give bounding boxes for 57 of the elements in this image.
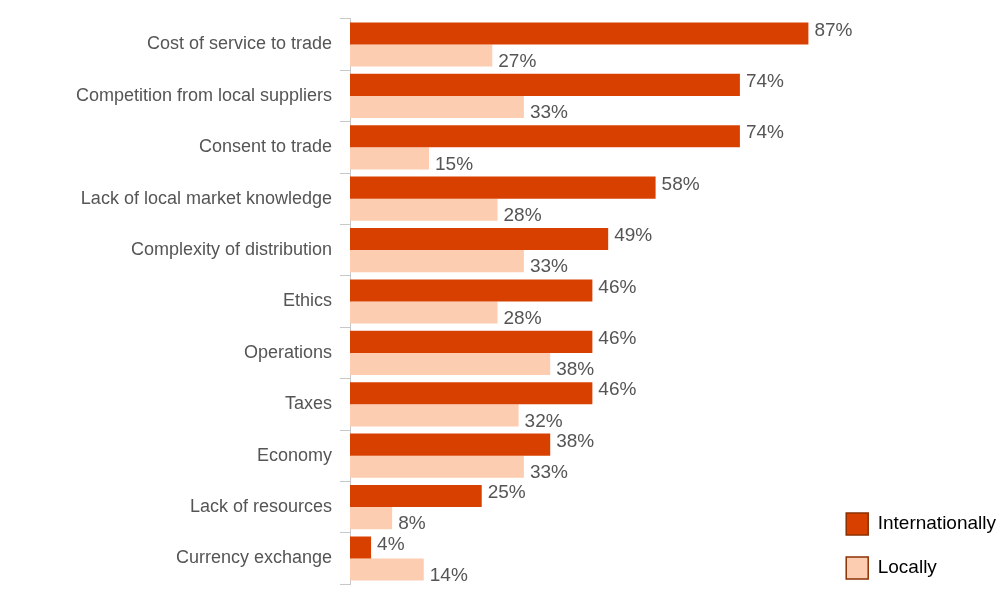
data-label: 15% (435, 152, 474, 174)
bar (350, 176, 656, 199)
bar (350, 147, 430, 170)
bar (350, 125, 740, 148)
y-tick-label: Economy (256, 444, 332, 465)
bar (350, 352, 551, 375)
data-label: 33% (529, 101, 569, 123)
y-tick-label: Lack of resources (189, 496, 332, 517)
bar (350, 507, 393, 530)
y-tick-label: Taxes (284, 393, 332, 414)
bar (350, 279, 593, 302)
y-tick-label: Consent to trade (198, 136, 332, 157)
bar (350, 228, 609, 251)
bar (350, 330, 593, 353)
bar (350, 73, 740, 96)
data-label: 32% (524, 409, 563, 431)
bar (350, 433, 551, 456)
data-label: 87% (814, 18, 853, 40)
data-label: 25% (487, 481, 526, 503)
data-label: 38% (556, 358, 595, 380)
data-label: 4% (377, 532, 405, 554)
data-label: 33% (529, 460, 569, 482)
data-label: 28% (503, 306, 542, 328)
legend-label: Locally (877, 556, 938, 578)
data-label: 49% (614, 224, 653, 246)
bar (350, 455, 524, 478)
y-tick-label: Competition from local suppliers (75, 84, 332, 105)
y-tick-label: Ethics (282, 290, 332, 311)
data-label: 74% (745, 121, 785, 143)
data-label: 8% (398, 512, 426, 534)
bar (350, 382, 593, 405)
bar (350, 95, 524, 118)
bar (350, 22, 809, 45)
bar (350, 558, 424, 581)
y-tick-label: Complexity of distribution (130, 239, 332, 260)
bar (350, 250, 524, 273)
y-tick-label: Cost of service to trade (146, 33, 332, 54)
bar (350, 485, 482, 508)
data-label: 74% (745, 70, 785, 92)
data-label: 46% (598, 327, 637, 349)
data-label: 27% (498, 49, 537, 71)
data-label: 58% (661, 172, 700, 194)
legend-label: Internationally (877, 512, 997, 534)
data-label: 38% (556, 429, 595, 451)
bar (350, 44, 493, 67)
bar (350, 536, 372, 559)
bar (350, 301, 498, 324)
y-tick-label: Lack of local market knowledge (80, 187, 332, 208)
data-label: 14% (429, 563, 468, 585)
data-label: 33% (529, 255, 569, 277)
bar (350, 404, 519, 427)
data-label: 46% (598, 378, 637, 400)
data-label: 28% (503, 203, 542, 225)
bar (350, 198, 498, 221)
data-label: 46% (598, 275, 637, 297)
y-tick-label: Operations (243, 341, 332, 362)
y-tick-label: Currency exchange (175, 547, 332, 568)
